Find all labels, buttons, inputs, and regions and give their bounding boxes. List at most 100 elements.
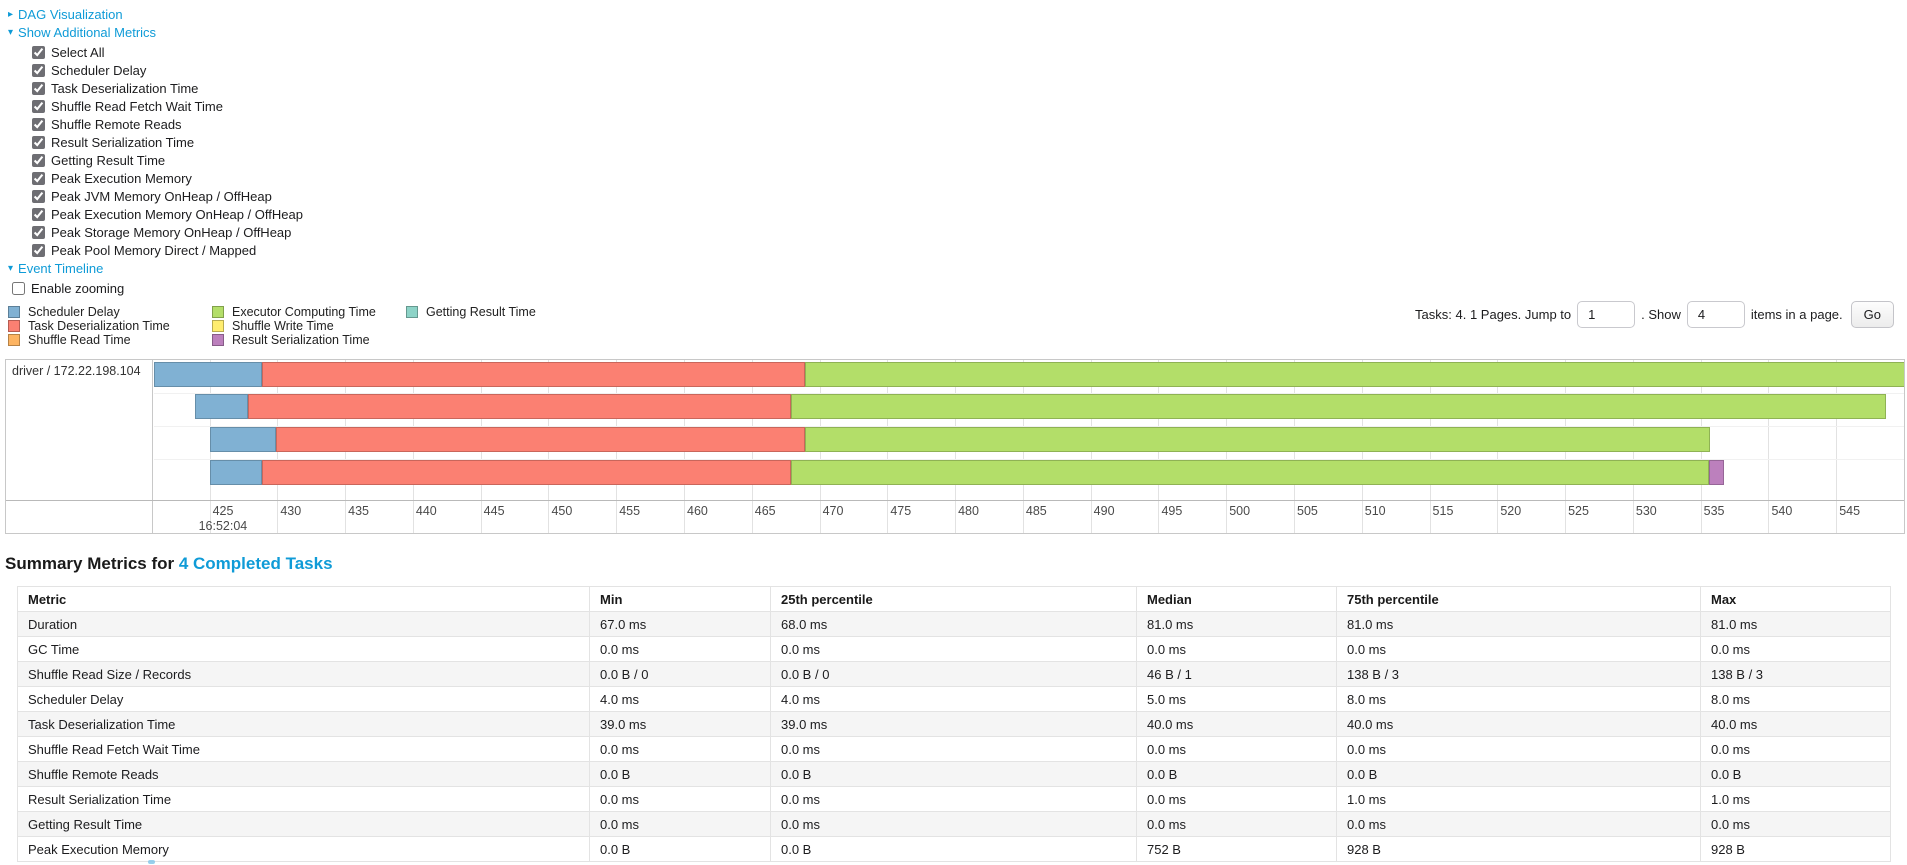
table-cell: 1.0 ms [1700,786,1891,812]
table-column-header: 25th percentile [770,586,1137,612]
table-row: Result Serialization Time 0.0 ms 0.0 ms 0.0… [17,786,1891,812]
timeline-segment[interactable] [804,362,1904,387]
table-cell: 138 B / 3 [1336,661,1701,687]
table-cell: Task Deserialization Time [17,711,590,737]
lane-separator [154,425,1904,427]
axis-tick-label: 450 [551,504,573,518]
table-cell: 8.0 ms [1336,686,1701,712]
table-cell: 752 B [1136,836,1337,862]
table-cell: Getting Result Time [17,811,590,837]
metric-checkbox-label: Shuffle Read Fetch Wait Time [51,98,223,114]
summary-metrics-table: Metric Min 25th percentile Median 75th perce… [17,586,1891,862]
table-cell: 138 B / 3 [1700,661,1891,687]
show-additional-metrics-link[interactable]: Show Additional Metrics [18,25,157,40]
legend-column: Getting Result Time [406,305,536,347]
metric-checkbox[interactable] [32,45,45,59]
timeline-legend: Scheduler Delay Task Deserialization Time… [8,305,552,347]
table-cell: 0.0 B [1700,761,1891,787]
table-cell: 0.0 B [589,761,771,787]
event-timeline-link[interactable]: Event Timeline [18,261,104,276]
timeline-segment[interactable] [194,394,248,419]
metric-checkbox-row: Peak Pool Memory Direct / Mapped [32,241,1907,259]
table-cell: 0.0 ms [1700,811,1891,837]
legend-label: Task Deserialization Time [28,319,170,333]
metric-checkbox[interactable] [32,81,45,95]
timeline-segment[interactable] [262,460,792,485]
dag-visualization-link[interactable]: DAG Visualization [18,7,123,22]
event-timeline-toggle[interactable]: ▾ Event Timeline [8,261,1907,276]
table-cell: 0.0 B [1136,761,1337,787]
metric-checkbox-label: Getting Result Time [51,152,166,168]
metric-checkbox-row: Task Deserialization Time [32,79,1907,97]
table-column-header: Max [1700,586,1891,612]
metric-checkbox[interactable] [32,135,45,149]
metric-checkbox-row: Shuffle Remote Reads [32,115,1907,133]
legend-item: Executor Computing Time [212,305,390,319]
table-cell: 0.0 ms [589,736,771,762]
metric-checkbox[interactable] [32,207,45,221]
enable-zooming-checkbox[interactable] [12,281,25,295]
legend-item: Shuffle Read Time [8,333,196,347]
axis-tick-label: 485 [1025,504,1047,518]
table-cell: 39.0 ms [770,711,1137,737]
show-additional-metrics-toggle[interactable]: ▾ Show Additional Metrics [8,25,1907,40]
table-cell: 0.0 ms [770,811,1137,837]
timeline-segment[interactable] [1708,460,1724,485]
legend-swatch-icon [212,306,224,318]
table-row: Shuffle Read Size / Records 0.0 B / 0 0.0 … [17,661,1891,687]
table-cell: 81.0 ms [1336,611,1701,637]
completed-tasks-link[interactable]: 4 Completed Tasks [178,554,333,573]
table-cell: Duration [17,611,590,637]
axis-tick-label: 520 [1500,504,1522,518]
table-row: GC Time 0.0 ms 0.0 ms 0.0 ms 0.0 ms 0.0 ms [17,636,1891,662]
table-cell: 8.0 ms [1700,686,1891,712]
heading-prefix: Summary Metrics for [5,554,179,573]
table-row: Shuffle Read Fetch Wait Time 0.0 ms 0.0 ms… [17,736,1891,762]
legend-swatch-icon [212,320,224,332]
metric-checkbox[interactable] [32,171,45,185]
timeline-segment[interactable] [154,362,263,387]
axis-tick-label: 425 [212,504,234,518]
timeline-controls-row: Scheduler Delay Task Deserialization Time… [0,301,1907,359]
table-cell: 5.0 ms [1136,686,1337,712]
table-cell: 4.0 ms [589,686,771,712]
chevron-down-icon: ▾ [8,262,14,274]
table-cell: 0.0 ms [1136,736,1337,762]
metric-checkbox[interactable] [32,153,45,167]
table-cell: 39.0 ms [589,711,771,737]
metric-checkbox[interactable] [32,225,45,239]
table-cell: 46 B / 1 [1136,661,1337,687]
metric-checkbox-label: Peak JVM Memory OnHeap / OffHeap [51,188,272,204]
go-button[interactable]: Go [1850,301,1894,328]
table-cell: 0.0 ms [770,736,1137,762]
dag-visualization-toggle[interactable]: ▸ DAG Visualization [8,7,1907,22]
timeline-segment[interactable] [209,427,276,452]
metric-checkbox-label: Peak Execution Memory [51,170,192,186]
metric-checkbox[interactable] [32,243,45,257]
metric-checkbox-row: Peak Execution Memory [32,169,1907,187]
metric-checkbox[interactable] [32,63,45,77]
table-cell: 0.0 ms [1336,811,1701,837]
metric-checkbox[interactable] [32,189,45,203]
pagination-suffix-text: items in a page. [1750,307,1843,322]
legend-item: Scheduler Delay [8,305,196,319]
task-timeline-bar [154,362,1904,387]
grid-line [1768,360,1770,533]
timeline-group-column: driver / 172.22.198.104 [6,360,153,533]
metric-checkbox-label: Task Deserialization Time [51,80,199,96]
timeline-segment[interactable] [791,460,1709,485]
metric-checkbox[interactable] [32,117,45,131]
timeline-segment[interactable] [275,427,805,452]
timeline-segment[interactable] [247,394,792,419]
timeline-segment[interactable] [262,362,805,387]
table-row: Scheduler Delay 4.0 ms 4.0 ms 5.0 ms 8.0 ms 8… [17,686,1891,712]
axis-tick-label: 470 [822,504,844,518]
lane-separator [154,458,1904,460]
timeline-segment[interactable] [209,460,263,485]
timeline-segment[interactable] [804,427,1711,452]
task-pagination: Tasks: 4. 1 Pages. Jump to . Show items … [1415,301,1894,328]
timeline-segment[interactable] [791,394,1887,419]
jump-to-page-input[interactable] [1577,301,1636,328]
items-per-page-input[interactable] [1686,301,1745,328]
metric-checkbox[interactable] [32,99,45,113]
